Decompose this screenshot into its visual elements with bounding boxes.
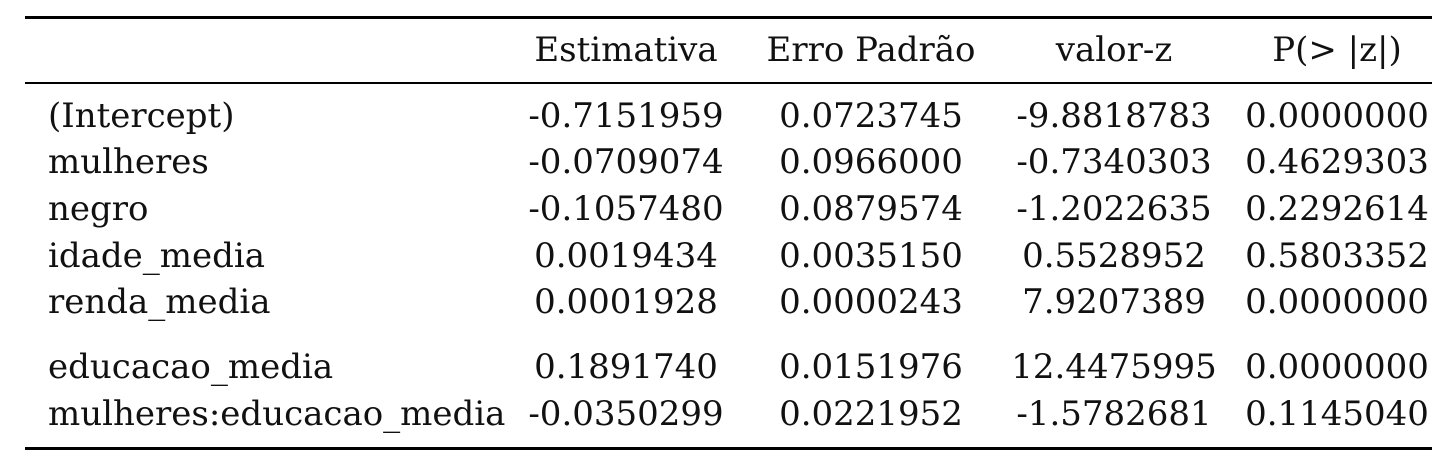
header-estimativa: Estimativa [534,30,718,70]
cell-erro-padrao: 0.0879574 [779,189,963,229]
cell-erro-padrao: 0.0221952 [779,394,963,434]
header-erro-padrao: Erro Padrão [766,30,976,70]
cell-erro-padrao: 0.0035150 [779,236,963,276]
cell-p-value: 0.0000000 [1245,96,1429,136]
cell-estimativa: -0.0350299 [528,394,724,434]
cell-estimativa: 0.1891740 [534,347,718,387]
cell-estimativa: -0.0709074 [528,142,724,182]
cell-p-value: 0.2292614 [1245,189,1429,229]
row-label: idade_media [48,236,266,276]
cell-erro-padrao: 0.0151976 [779,347,963,387]
top-rule [25,16,1432,19]
row-label: educacao_media [48,347,334,387]
cell-erro-padrao: 0.0723745 [779,96,963,136]
cell-estimativa: 0.0019434 [534,236,718,276]
cell-estimativa: -0.7151959 [528,96,724,136]
header-p-value: P(> |z|) [1272,30,1402,70]
cell-estimativa: -0.1057480 [528,189,724,229]
row-label: negro [48,189,149,229]
row-label: renda_media [48,282,271,322]
header-rule [25,82,1432,84]
cell-valor-z: -9.8818783 [1016,96,1212,136]
cell-valor-z: 7.9207389 [1022,282,1206,322]
header-valor-z: valor-z [1055,30,1173,70]
cell-valor-z: 12.4475995 [1011,347,1217,387]
cell-valor-z: -1.2022635 [1016,189,1212,229]
cell-p-value: 0.1145040 [1245,394,1429,434]
cell-p-value: 0.4629303 [1245,142,1429,182]
row-label: mulheres:educacao_media [48,394,506,434]
cell-valor-z: 0.5528952 [1022,236,1206,276]
cell-valor-z: -1.5782681 [1016,394,1212,434]
bottom-rule [25,447,1432,450]
cell-erro-padrao: 0.0966000 [779,142,963,182]
cell-p-value: 0.5803352 [1245,236,1429,276]
cell-p-value: 0.0000000 [1245,282,1429,322]
cell-p-value: 0.0000000 [1245,347,1429,387]
row-label: (Intercept) [48,96,235,136]
cell-erro-padrao: 0.0000243 [779,282,963,322]
cell-estimativa: 0.0001928 [534,282,718,322]
row-label: mulheres [48,142,209,182]
cell-valor-z: -0.7340303 [1016,142,1212,182]
